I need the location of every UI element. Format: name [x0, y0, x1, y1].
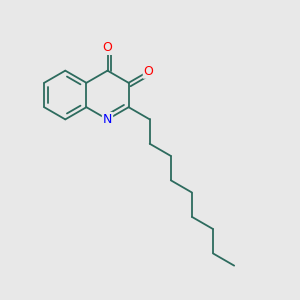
- Text: O: O: [103, 41, 112, 54]
- Text: N: N: [103, 113, 112, 126]
- Text: O: O: [144, 65, 154, 78]
